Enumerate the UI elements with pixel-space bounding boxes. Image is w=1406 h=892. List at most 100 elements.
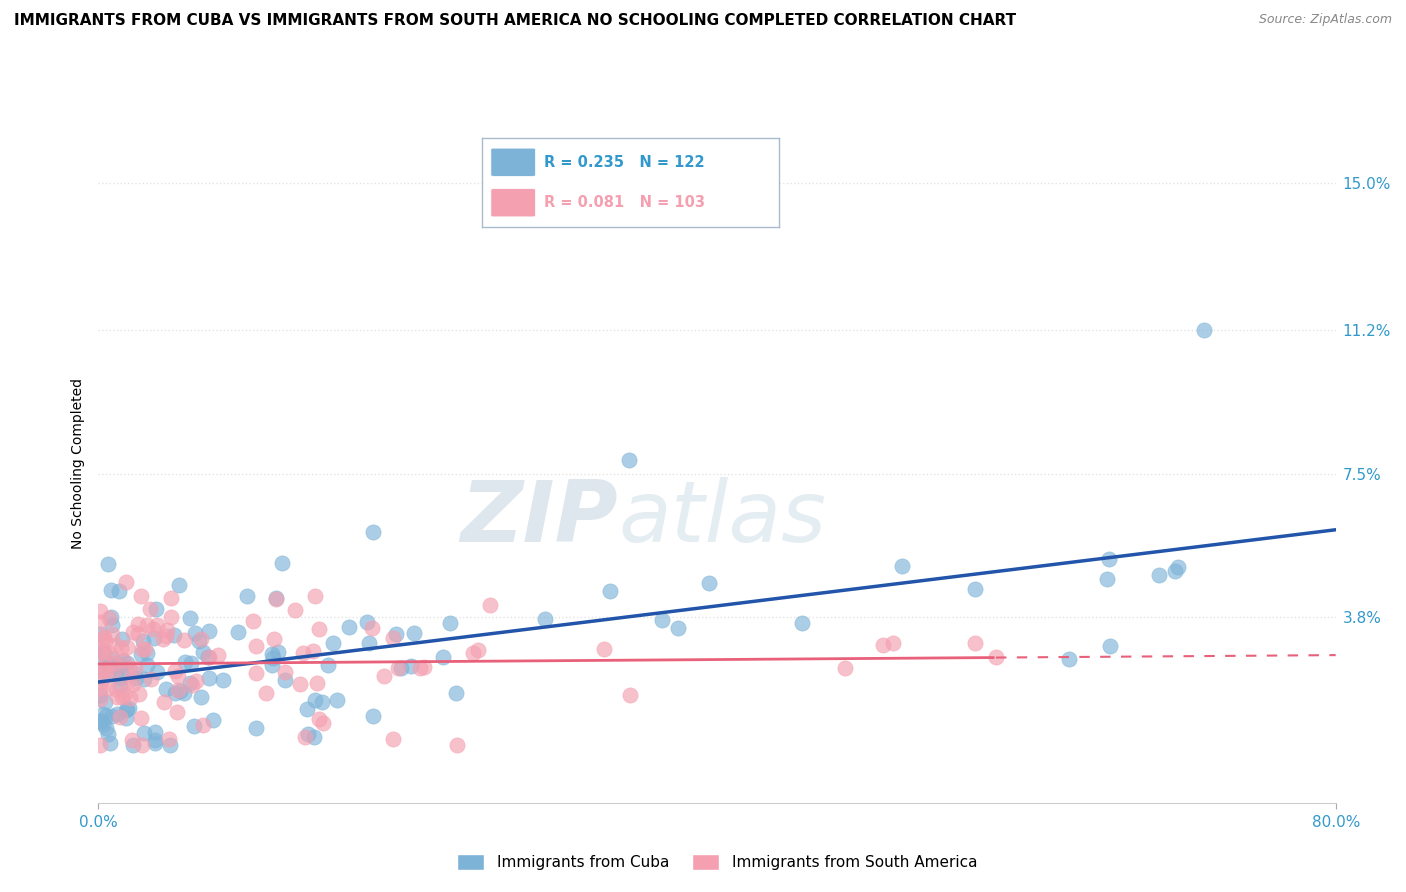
Text: Source: ZipAtlas.com: Source: ZipAtlas.com [1258, 13, 1392, 27]
Point [89, 688, 111, 702]
Point [97, 681, 120, 695]
Point [273, 673, 295, 687]
Point [110, 658, 132, 673]
Point [91, 665, 114, 679]
Point [157, 732, 180, 747]
Point [103, 652, 125, 666]
Point [134, 672, 156, 686]
Point [166, 705, 188, 719]
Point [167, 577, 190, 591]
Point [373, 669, 395, 683]
Point [117, 675, 139, 690]
Point [138, 602, 160, 616]
Point [198, 671, 221, 685]
Point [191, 645, 214, 659]
Point [142, 622, 165, 636]
Point [155, 681, 177, 696]
Point [304, 693, 326, 707]
Point [105, 706, 128, 721]
Point [1098, 640, 1121, 654]
Point [107, 659, 129, 673]
Point [245, 639, 267, 653]
Point [125, 671, 148, 685]
Point [91, 631, 114, 645]
Point [108, 679, 131, 693]
Point [143, 733, 166, 747]
Point [90, 674, 112, 689]
Point [318, 657, 340, 672]
Point [184, 626, 207, 640]
Point [100, 610, 122, 624]
Point [198, 624, 221, 638]
Point [356, 615, 378, 629]
Point [100, 663, 122, 677]
Point [110, 632, 132, 647]
Point [94, 695, 117, 709]
Point [97, 611, 120, 625]
Point [191, 718, 214, 732]
Point [326, 693, 349, 707]
Point [166, 668, 188, 682]
Point [127, 627, 149, 641]
Point [90, 645, 112, 659]
Point [143, 736, 166, 750]
Point [322, 636, 344, 650]
FancyBboxPatch shape [491, 189, 536, 217]
Point [183, 719, 205, 733]
Point [134, 641, 156, 656]
Legend: Immigrants from Cuba, Immigrants from South America: Immigrants from Cuba, Immigrants from So… [451, 848, 983, 877]
Point [197, 650, 219, 665]
Point [181, 678, 204, 692]
Point [98, 736, 121, 750]
Point [963, 582, 986, 596]
Point [593, 642, 616, 657]
Point [122, 625, 145, 640]
Point [186, 674, 208, 689]
Point [211, 673, 233, 688]
Point [89, 615, 111, 629]
Point [207, 648, 229, 662]
Point [1059, 652, 1081, 666]
Point [97, 557, 120, 571]
Point [94, 709, 117, 723]
Point [117, 702, 139, 716]
Point [101, 657, 124, 671]
Text: ZIP: ZIP [460, 476, 619, 559]
Point [361, 621, 384, 635]
Point [304, 590, 326, 604]
Point [112, 688, 135, 702]
Point [872, 638, 894, 652]
Point [131, 641, 153, 656]
Point [89, 681, 111, 695]
Point [90, 660, 112, 674]
Point [274, 665, 297, 679]
Point [155, 629, 177, 643]
Point [143, 725, 166, 739]
Point [254, 686, 277, 700]
Point [111, 690, 134, 704]
Point [301, 644, 323, 658]
Point [294, 730, 316, 744]
Point [242, 615, 264, 629]
Point [89, 627, 111, 641]
Point [263, 632, 285, 646]
Point [697, 575, 720, 590]
Point [387, 661, 409, 675]
Point [111, 653, 134, 667]
Point [105, 690, 128, 704]
Point [132, 633, 155, 648]
Point [163, 628, 186, 642]
Point [963, 636, 986, 650]
Point [179, 611, 201, 625]
Point [159, 738, 181, 752]
Point [97, 646, 120, 660]
Point [288, 677, 311, 691]
Point [100, 627, 122, 641]
Point [129, 589, 152, 603]
Point [118, 701, 141, 715]
Point [165, 665, 187, 679]
Point [97, 657, 120, 672]
Point [135, 618, 157, 632]
Point [136, 657, 159, 672]
Point [197, 650, 219, 665]
